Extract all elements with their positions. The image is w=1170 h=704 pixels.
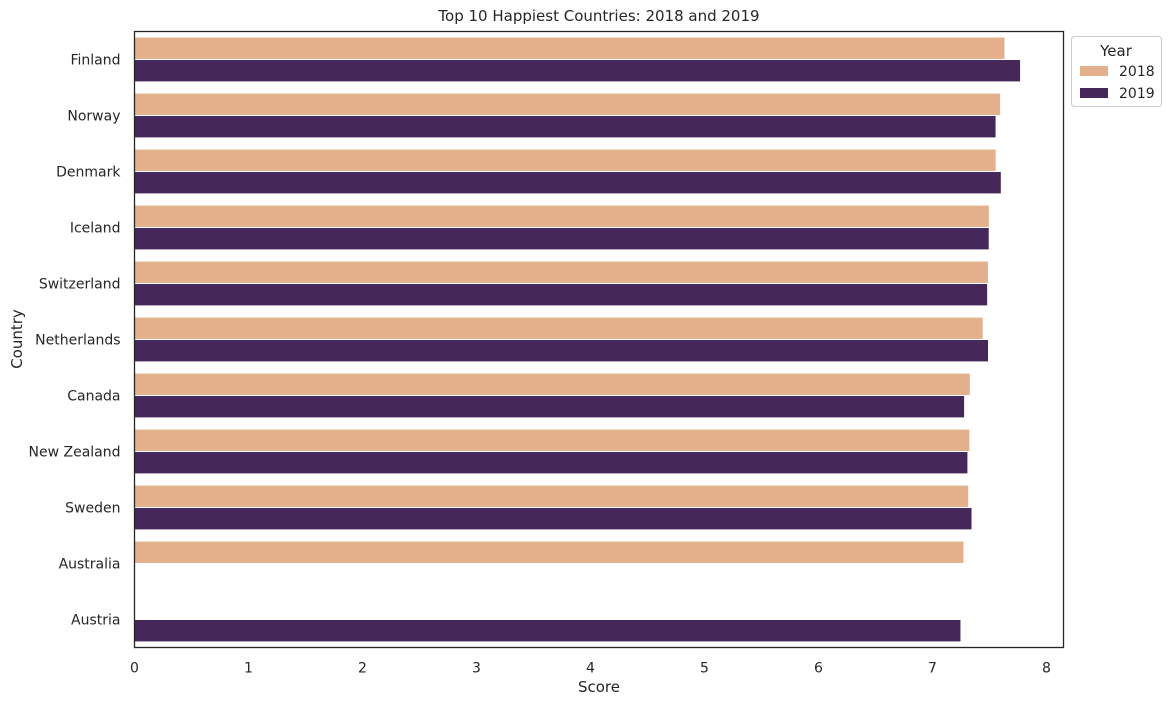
bar-sweden-2018 [134,485,969,507]
legend-swatch-2018 [1080,66,1108,76]
bar-denmark-2018 [134,149,996,171]
y-tick-label: Australia [59,557,121,573]
x-tick-label: 5 [700,661,709,677]
x-tick-label: 1 [244,661,253,677]
x-axis-label: Score [578,678,620,696]
bar-netherlands-2018 [134,317,983,339]
x-tick-labels: 0 1 2 3 4 5 6 7 8 [130,661,1051,677]
y-axis-label: Country [8,309,26,369]
legend: Year 2018 2019 [1071,36,1162,107]
chart-title: Top 10 Happiest Countries: 2018 and 2019 [437,7,759,25]
bar-canada-2019 [134,396,965,418]
y-tick-label: Austria [71,613,120,629]
x-tick-label: 4 [586,661,595,677]
y-tick-label: Netherlands [35,333,120,349]
y-tick-label: Iceland [70,221,121,237]
bar-switzerland-2019 [134,284,988,306]
x-tick-label: 8 [1042,661,1051,677]
x-tick-label: 7 [928,661,937,677]
legend-label-2019: 2019 [1119,86,1155,102]
bar-norway-2018 [134,93,1001,115]
y-tick-label: Denmark [56,165,121,181]
y-tick-label: Sweden [65,501,120,517]
bar-netherlands-2019 [134,340,989,362]
legend-label-2018: 2018 [1119,64,1155,80]
legend-items: 2018 2019 [1080,64,1155,102]
x-tick-label: 6 [814,661,823,677]
bars-group [134,37,1021,642]
x-tick-label: 0 [130,661,139,677]
bar-iceland-2018 [134,205,989,227]
y-tick-label: Finland [70,53,120,69]
bar-iceland-2019 [134,228,989,250]
legend-title: Year [1099,42,1133,60]
x-tick-label: 2 [358,661,367,677]
bar-new-zealand-2018 [134,429,970,451]
bar-new-zealand-2019 [134,452,968,474]
plot-frame [133,30,1065,649]
bar-switzerland-2018 [134,261,988,283]
bar-australia-2018 [134,541,964,563]
bar-canada-2018 [134,373,970,395]
x-tick-label: 3 [472,661,481,677]
bar-denmark-2019 [134,172,1001,194]
y-tick-label: Norway [67,109,120,125]
bar-finland-2019 [134,60,1021,82]
y-tick-label: Switzerland [39,277,121,293]
legend-swatch-2019 [1080,88,1108,98]
y-tick-label: Canada [67,389,120,405]
y-tick-label: New Zealand [29,445,121,461]
bar-austria-2019 [134,620,961,642]
bar-sweden-2019 [134,508,972,530]
y-tick-labels: Finland Norway Denmark Iceland Switzerland Ne… [29,53,122,629]
bar-norway-2019 [134,116,996,138]
bar-finland-2018 [134,37,1005,59]
